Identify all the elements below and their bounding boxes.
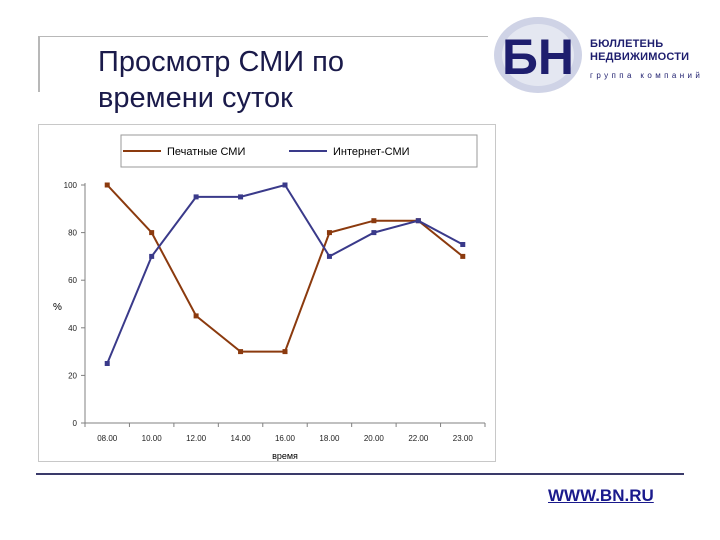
series-0-point-6 [371,218,377,224]
frame-top-line [38,36,488,37]
series-1-point-7 [415,218,421,224]
y-tick-label-40: 40 [68,324,77,333]
logo-mark-text: БН [502,29,574,85]
line-chart: Печатные СМИ Интернет-СМИ 0 20 40 60 80 100 08.0… [53,134,486,461]
series-0-point-1 [149,230,155,236]
logo-subtitle: группа компаний [590,71,704,80]
y-tick-label-100: 100 [64,181,78,190]
x-tick-label-8: 23.00 [453,434,474,443]
series-1-point-8 [460,242,466,247]
series-line-1 [106,183,464,364]
chart-container: Печатные СМИ Интернет-СМИ 0 20 40 60 80 100 08.0… [38,124,496,462]
slide-title: Просмотр СМИ по времени суток [98,46,345,114]
series-1-point-2 [193,194,199,200]
x-tick-label-5: 18.00 [319,434,340,443]
frame-left-line [38,36,40,92]
y-axis-label: % [53,302,62,313]
x-tick-label-2: 12.00 [186,434,207,443]
x-tick-label-1: 10.00 [142,434,163,443]
x-tick-label-4: 16.00 [275,434,296,443]
series-1-point-5 [326,253,332,259]
legend-label-1: Интернет-СМИ [333,146,410,158]
series-0-point-4 [282,349,288,355]
series-line-0 [106,184,464,353]
x-axis-label: время [272,451,298,461]
x-tick-label-7: 22.00 [408,434,429,443]
website-link[interactable]: WWW.BN.RU [548,486,654,505]
series-0-point-8 [460,253,466,259]
y-tick-label-0: 0 [73,419,78,428]
legend-label-0: Печатные СМИ [167,146,245,158]
logo-text-line1: БЮЛЛЕТЕНЬ [590,38,664,50]
series-0-point-3 [238,349,244,355]
series-1-point-4 [282,182,288,188]
x-tick-label-6: 20.00 [364,434,385,443]
x-tick-label-0: 08.00 [97,434,118,443]
y-tick-label-20: 20 [68,371,77,380]
series-1-point-1 [149,253,155,259]
company-logo: БН БЮЛЛЕТЕНЬ НЕДВИЖИМОСТИ группа компани… [492,14,714,96]
logo-mark-icon: БН [494,17,582,93]
series-1-point-0 [104,361,110,366]
logo-text-line2: НЕДВИЖИМОСТИ [590,51,690,63]
series-1-point-6 [371,230,377,236]
series-0-point-0 [104,182,110,188]
y-tick-label-80: 80 [68,229,77,238]
series-0-point-5 [326,230,332,236]
x-tick-label-3: 14.00 [231,434,252,443]
series-0-point-2 [193,313,199,319]
y-tick-label-60: 60 [68,276,77,285]
footer-divider [36,473,684,475]
series-1-point-3 [238,194,244,200]
